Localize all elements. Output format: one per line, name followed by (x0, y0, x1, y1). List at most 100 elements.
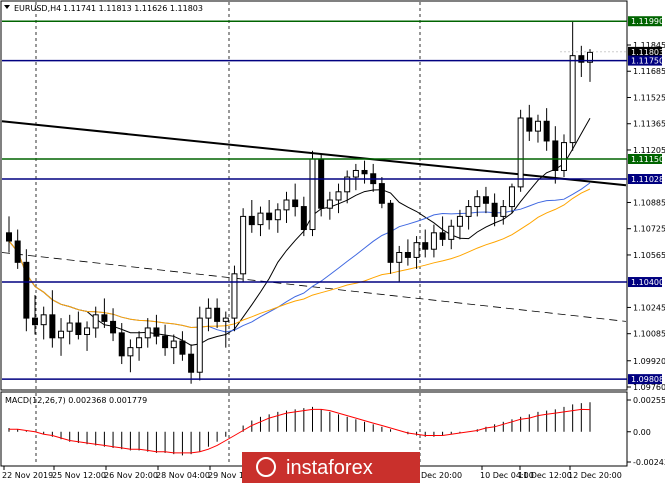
candle-body (162, 335, 169, 349)
candle-body (6, 232, 12, 242)
candle-body (439, 232, 446, 240)
time-tick-label: 12 Dec 20:00 (568, 471, 622, 480)
price-tag-label: 1.11028 (631, 175, 664, 184)
candle-body (396, 251, 403, 263)
candle-body (456, 215, 463, 227)
chart-dropdown-icon[interactable] (4, 5, 10, 9)
price-tag (628, 55, 662, 66)
price-tick-label: 1.09760 (633, 383, 665, 392)
price-tick-label: 1.11845 (633, 41, 665, 50)
candle-body (58, 330, 65, 339)
candle-body (569, 55, 576, 144)
candle-body (292, 199, 299, 208)
time-tick-label: 28 Nov 04:00 (156, 471, 210, 480)
candle-body (482, 196, 489, 204)
ma-orange-line (8, 188, 591, 329)
candle-body (266, 212, 273, 221)
candle-body (92, 314, 99, 329)
price-tick-label: 1.11525 (633, 93, 665, 102)
price-tag (628, 16, 662, 27)
candle-body (508, 186, 515, 208)
candle-body (413, 242, 420, 258)
candle-body (75, 322, 82, 336)
candle-body (326, 199, 333, 209)
candle-body (84, 327, 91, 336)
time-tick-label: 10 Dec 04:00 (480, 471, 534, 480)
price-tag-label: 1.11150 (631, 155, 664, 164)
chart-ohlc-label: 1.11741 1.11813 1.11626 1.11803 (63, 4, 203, 13)
candles (6, 21, 593, 384)
candle-body (101, 314, 108, 322)
price-tick-label: 1.10245 (633, 303, 665, 312)
candle-body (196, 317, 203, 373)
time-tick-label: 11 Dec 12:00 (518, 471, 572, 480)
price-tag (628, 277, 662, 288)
candle-body (222, 317, 229, 322)
time-tick-label: 22 Nov 2019 (2, 471, 53, 480)
candle-body (422, 242, 429, 250)
candle-body (136, 337, 143, 349)
price-pane-frame (0, 0, 628, 391)
price-tag (628, 374, 662, 385)
candle-body (474, 196, 481, 208)
candle-body (14, 240, 21, 263)
candle-body (344, 176, 351, 193)
price-tag (628, 46, 662, 57)
candle-body (188, 353, 195, 373)
candle-body (153, 327, 160, 337)
ma-black-line (8, 117, 591, 346)
dashed-trendline (1, 252, 627, 322)
candle-body (257, 212, 264, 226)
price-axis: 1.11845 1.11685 1.11525 1.11365 1.11205 1.108… (627, 41, 665, 392)
instaforex-logo-icon (256, 457, 276, 477)
macd-signal-line (9, 408, 591, 454)
candle-body (205, 307, 212, 319)
candle-body (352, 169, 359, 178)
candle-body (387, 202, 394, 263)
candle-body (378, 183, 385, 204)
candle-body (23, 261, 30, 319)
watermark: instaforex (242, 452, 420, 483)
candle-body (318, 158, 325, 209)
price-tag-label: 1.11990 (631, 17, 664, 26)
time-tick-label: Dec 20:00 (421, 471, 462, 480)
macd-indicator (8, 402, 591, 456)
candle-body (500, 206, 507, 217)
price-tag-label: 1.11750 (631, 57, 664, 66)
price-tick-label: 1.09920 (633, 357, 665, 366)
candle-body (127, 347, 134, 357)
candle-body (144, 327, 151, 339)
candle-body (560, 142, 567, 171)
macd-axis: 0.002553 0.00 -0.002431 (627, 396, 665, 467)
chart-symbol-label: EURUSD,H4 (14, 4, 61, 13)
candle-body (118, 332, 125, 357)
candle-body (300, 206, 307, 231)
candle-body (465, 206, 472, 217)
macd-header-label: MACD(12,26,7) 0.002368 0.001779 (5, 396, 147, 405)
candle-body (283, 199, 290, 211)
candle-body (274, 209, 281, 221)
candle-body (430, 232, 437, 250)
price-tick-label: 1.10565 (633, 251, 665, 260)
price-tick-label: 1.11205 (633, 146, 665, 155)
candle-body (361, 169, 368, 175)
candle-body (517, 117, 524, 188)
candle-body (66, 322, 73, 332)
candle-body (587, 51, 593, 63)
price-tag-label: 1.10400 (631, 278, 664, 287)
candle-body (309, 158, 316, 231)
candle-body (335, 191, 342, 201)
candle-body (578, 55, 585, 63)
candle-body (214, 307, 221, 322)
price-tag-label: 1.09808 (631, 375, 664, 384)
candle-body (448, 225, 455, 240)
candle-body (534, 120, 541, 132)
candle-body (40, 314, 47, 326)
price-tag-label: 1.11803 (631, 48, 664, 57)
time-tick-label: 29 Nov 12:00 (208, 471, 262, 480)
candle-body (491, 202, 498, 217)
candle-body (32, 317, 39, 326)
